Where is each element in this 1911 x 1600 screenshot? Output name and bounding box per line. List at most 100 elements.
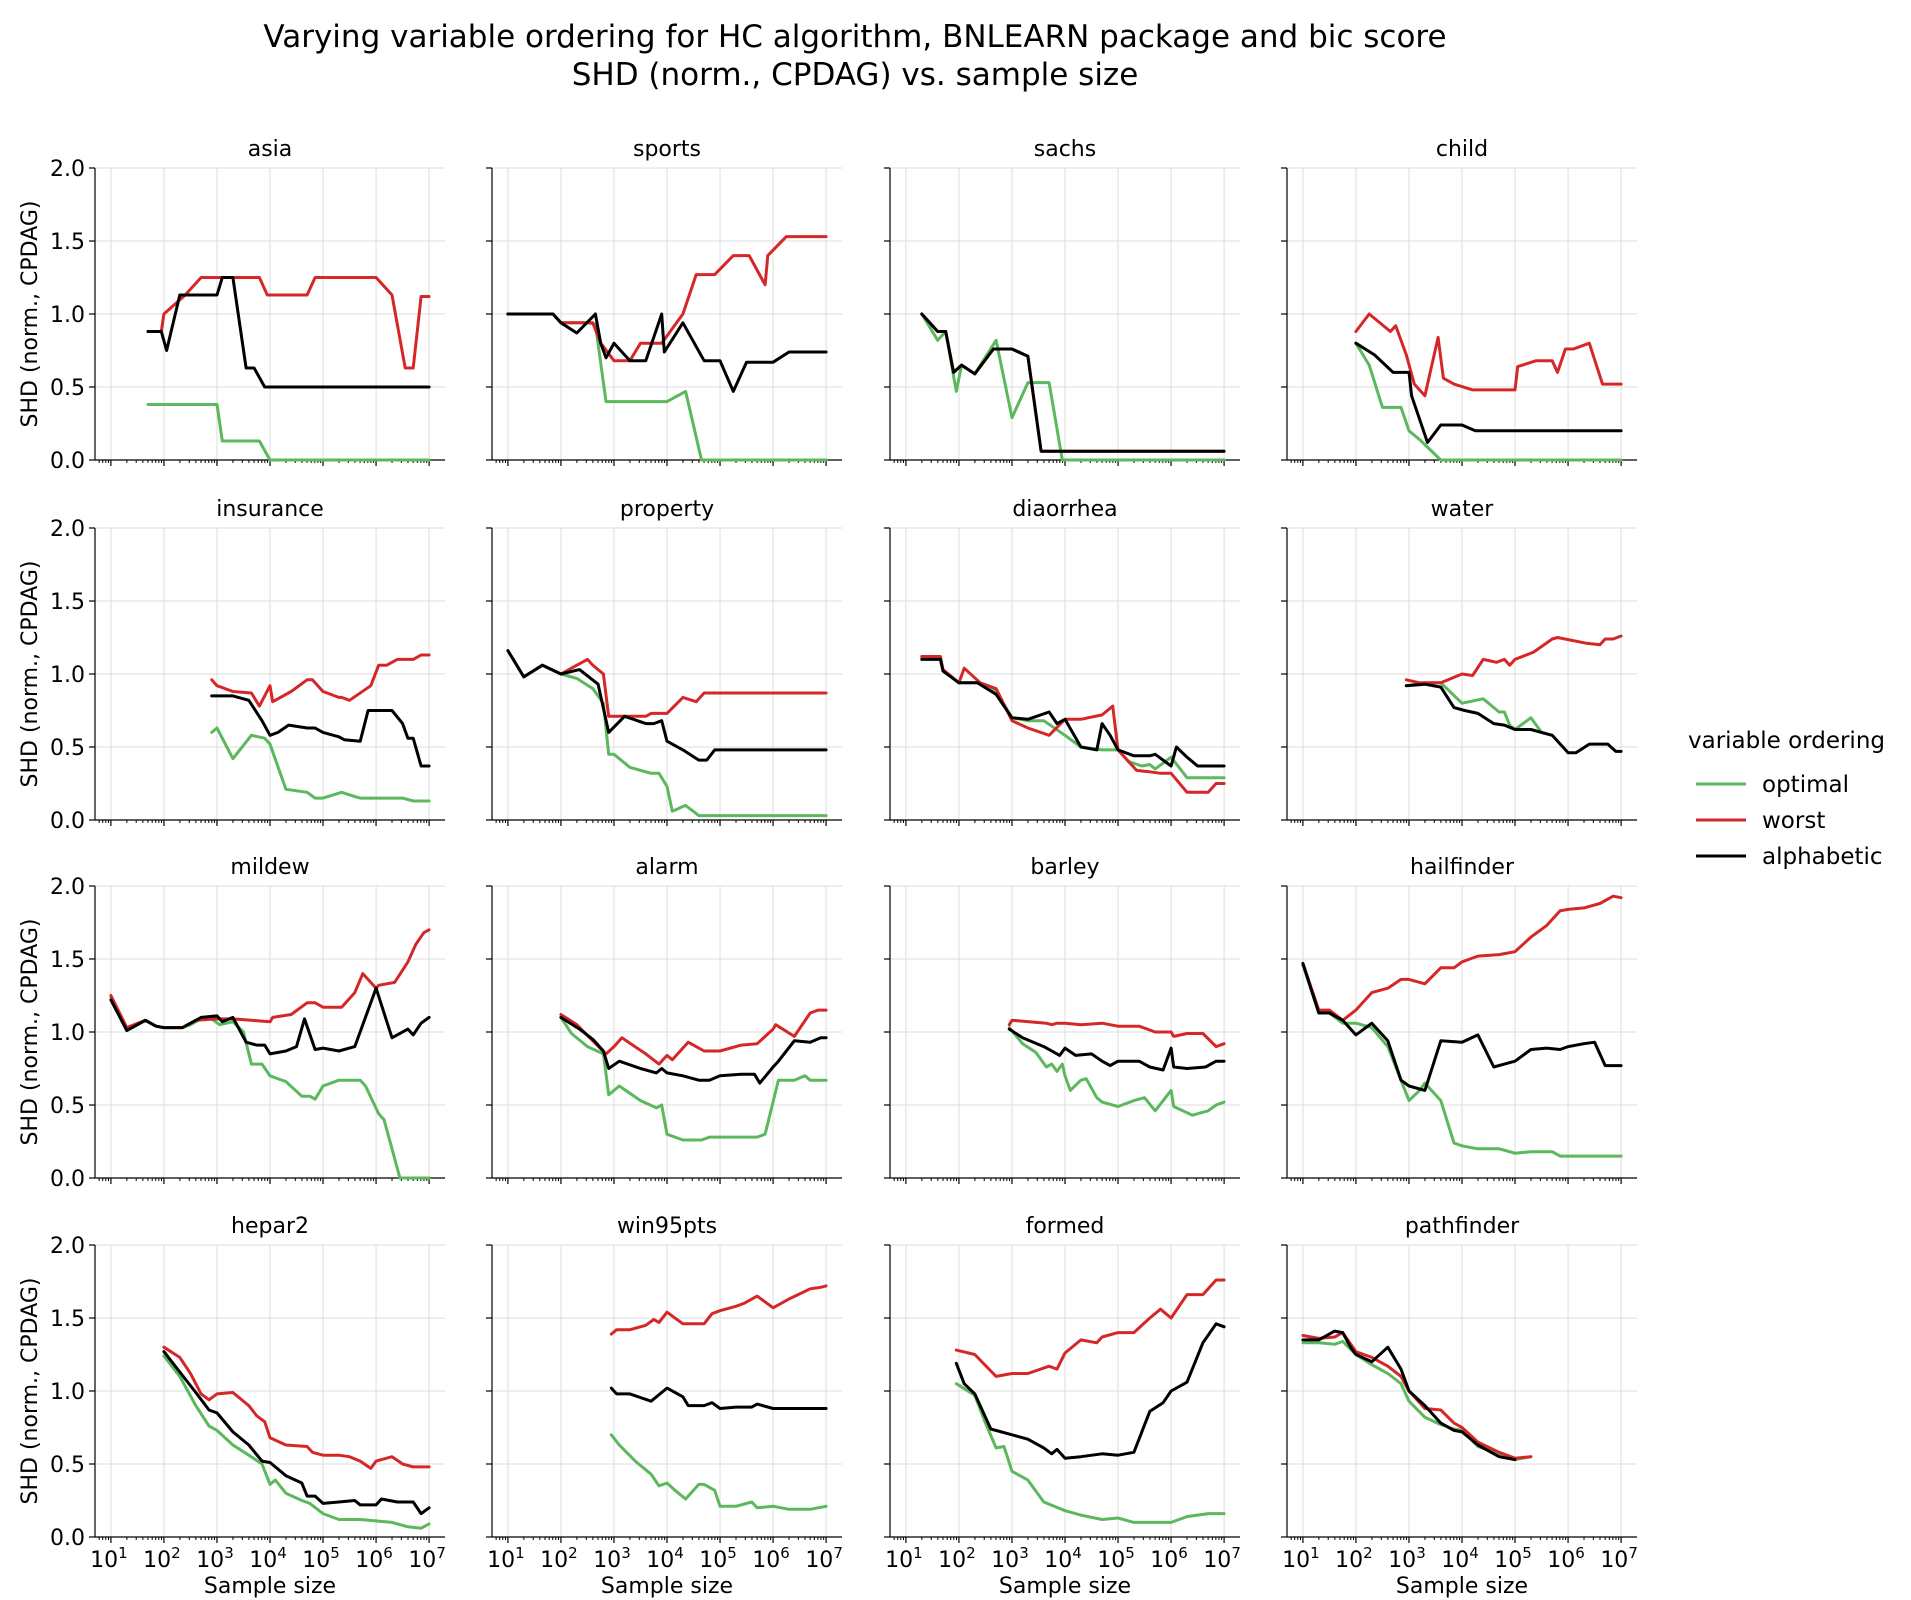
y-tick-label: 0.5 [50,376,85,401]
panel-hepar2: 0.0 0.5 1.0 1.5 2.0 101 102 103 104 105 106 107 hepa… [18,1214,446,1599]
series-line-alphabetic [210,694,431,768]
panel-title: water [1431,497,1495,522]
panel-water: water [1281,497,1637,826]
panel-title: pathfinder [1405,1214,1520,1239]
series-line-alphabetic [609,1386,828,1410]
panels-grid: 0.0 0.5 1.0 1.5 2.0 asia SHD (norm., CPDAG) spo… [18,137,1638,1599]
series-line-optimal [162,1354,431,1530]
x-tick-label: 103 [1388,1544,1426,1573]
series-line-alphabetic [1301,961,1623,1092]
panel-title: property [620,497,714,522]
series-line-alphabetic [1007,1027,1226,1072]
y-tick-label: 1.0 [50,1021,85,1046]
series-line-alphabetic [559,1015,828,1085]
panel-property: property [486,497,842,826]
series-line-alphabetic [506,649,828,762]
series-line-worst [920,312,1226,453]
panel-title: win95pts [617,1214,717,1239]
panel-mildew: 0.0 0.5 1.0 1.5 2.0 mildew SHD (norm., CPDAG) [18,855,445,1192]
y-tick-label: 1.0 [50,1380,85,1405]
series-line-worst [954,1278,1226,1378]
x-tick-label: 104 [1044,1544,1082,1573]
y-tick-label: 0.5 [50,1453,85,1478]
series-line-alphabetic [162,1350,431,1516]
series-line-optimal [1007,1026,1226,1117]
series-line-alphabetic [146,276,431,389]
series-line-worst [559,1008,828,1066]
y-tick-label: 1.0 [50,663,85,688]
x-tick-label: 101 [487,1544,525,1573]
panel-alarm: alarm [486,855,842,1184]
series-line-worst [609,1284,828,1336]
x-tick-label: 103 [991,1544,1029,1573]
panel-child: child [1281,137,1637,466]
x-tick-label: 102 [540,1544,578,1573]
x-tick-label: 107 [408,1544,446,1573]
y-tick-label: 1.5 [50,590,85,615]
series-line-alphabetic [506,312,828,393]
series-line-alphabetic [954,1322,1226,1460]
series-line-alphabetic [1301,1329,1517,1462]
x-tick-label: 103 [196,1544,234,1573]
series-line-worst [1301,1331,1533,1460]
series-line-alphabetic [1354,341,1623,444]
panel-diaorrhea: diaorrhea [884,497,1240,826]
x-axis-label: Sample size [999,1574,1131,1599]
panel-win95pts: 101 102 103 104 105 106 107 win95pts Sample size [486,1214,843,1599]
legend-title: variable ordering [1688,728,1885,754]
y-axis-label: SHD (norm., CPDAG) [18,1278,43,1505]
x-axis-label: Sample size [601,1574,733,1599]
x-tick-label: 101 [1282,1544,1320,1573]
y-tick-label: 0.0 [50,449,85,474]
x-tick-label: 107 [805,1544,843,1573]
panel-title: formed [1026,1214,1105,1239]
panel-title: barley [1030,855,1099,880]
panel-title: sachs [1034,137,1096,162]
series-line-optimal [210,726,431,803]
panel-title: insurance [216,497,324,522]
y-tick-label: 2.0 [50,875,85,900]
x-tick-label: 104 [646,1544,684,1573]
panel-pathfinder: 101 102 103 104 105 106 107 pathfinder Sample si… [1281,1214,1638,1599]
y-axis-label: SHD (norm., CPDAG) [18,561,43,788]
panel-hailfinder: hailfinder [1281,855,1637,1184]
series-line-optimal [1354,341,1623,462]
series-line-optimal [609,1433,828,1511]
x-tick-label: 107 [1203,1544,1241,1573]
x-tick-label: 105 [1494,1544,1532,1573]
panel-formed: 101 102 103 104 105 106 107 formed Sample size [884,1214,1241,1599]
series-line-worst [1301,894,1623,1022]
series-line-optimal [954,1382,1226,1524]
y-tick-label: 1.5 [50,230,85,255]
series-line-worst [1007,1018,1226,1049]
chart-title-line2: SHD (norm., CPDAG) vs. sample size [572,57,1139,93]
x-tick-label: 107 [1600,1544,1638,1573]
y-tick-label: 2.0 [50,157,85,182]
y-tick-label: 0.0 [50,1526,85,1551]
y-tick-label: 0.0 [50,809,85,834]
legend-label-alphabetic: alphabetic [1762,844,1883,870]
x-tick-label: 105 [1097,1544,1135,1573]
series-line-optimal [559,1015,828,1142]
x-tick-label: 106 [355,1544,393,1573]
x-tick-label: 106 [1150,1544,1188,1573]
x-tick-label: 105 [302,1544,340,1573]
legend-label-optimal: optimal [1762,772,1849,798]
x-tick-label: 101 [90,1544,128,1573]
series-line-worst [1404,634,1623,685]
x-tick-label: 104 [249,1544,287,1573]
x-tick-label: 106 [752,1544,790,1573]
y-axis-label: SHD (norm., CPDAG) [18,919,43,1146]
y-tick-label: 1.5 [50,1307,85,1332]
series-line-alphabetic [1404,682,1623,755]
x-tick-label: 105 [699,1544,737,1573]
x-tick-label: 102 [1335,1544,1373,1573]
series-line-optimal [1404,681,1554,737]
panel-title: sports [633,137,701,162]
y-tick-label: 2.0 [50,517,85,542]
series-line-alphabetic [109,986,431,1056]
x-axis-label: Sample size [1396,1574,1528,1599]
y-tick-label: 0.5 [50,736,85,761]
panel-title: diaorrhea [1012,497,1117,522]
series-line-worst [146,276,431,370]
